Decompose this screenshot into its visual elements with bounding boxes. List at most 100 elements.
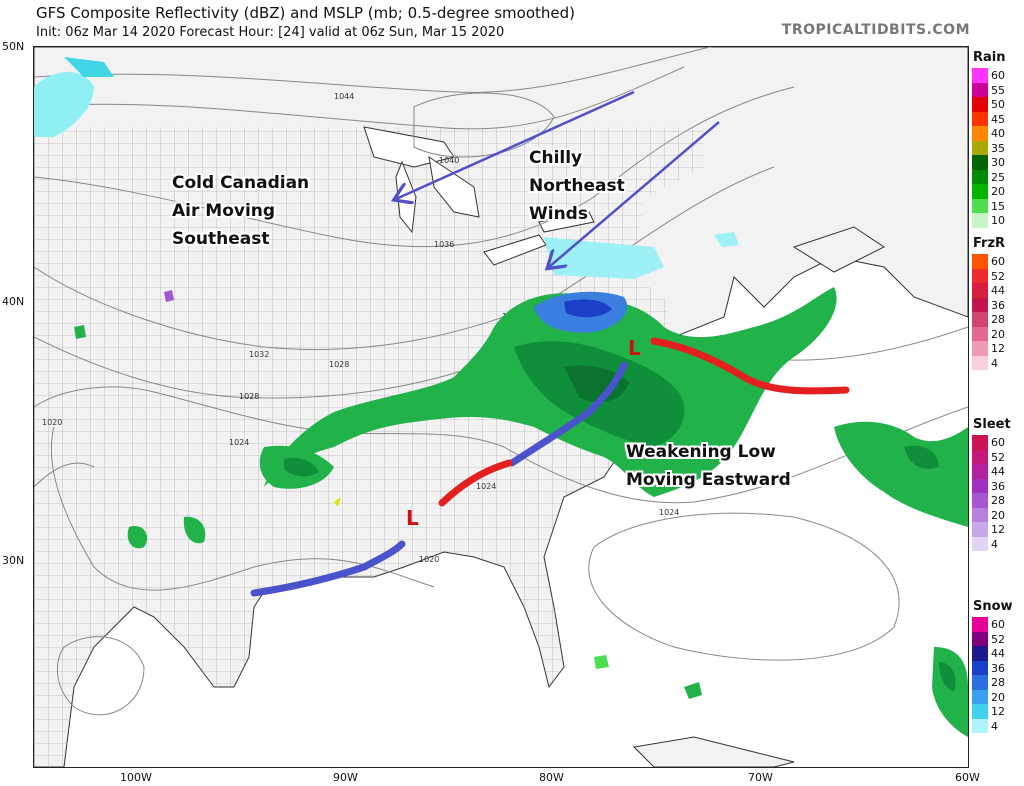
legend-level: 60 [991, 255, 1005, 268]
legend-swatch [972, 283, 988, 298]
legend-swatch [972, 111, 988, 126]
legend-level: 28 [991, 494, 1005, 507]
legend-swatch [972, 341, 988, 356]
legend-level: 20 [991, 508, 1005, 522]
legend-sleet-title: Sleet [973, 417, 1011, 432]
legend-level: 55 [991, 83, 1005, 97]
legend-swatch [972, 82, 988, 97]
lat-label-40n: 40N [2, 295, 25, 308]
legend-snow-row: 12 [970, 704, 1013, 719]
cold-front-east [508, 361, 628, 467]
legend-level: 25 [991, 170, 1005, 184]
legend-swatch [972, 718, 988, 733]
lat-label-50n: 50N [2, 40, 25, 53]
lon-label-80w: 80W [539, 771, 564, 784]
legend-level: 12 [991, 705, 1005, 718]
legend-swatch [972, 522, 988, 537]
legend-rain-row: 25 [970, 169, 1006, 184]
legend-sleet-row: 4 [970, 536, 1011, 551]
legend-swatch [972, 704, 988, 719]
legend-rain-row: 35 [970, 140, 1006, 155]
isobar-label: 1020 [42, 418, 62, 427]
isobar-label: 1024 [229, 438, 249, 447]
legend-level: 4 [991, 356, 998, 370]
legend-rain-row: 10 [970, 213, 1006, 228]
legend-rain-row: 45 [970, 111, 1006, 126]
legend-swatch [972, 169, 988, 184]
legend-level: 52 [991, 632, 1005, 646]
lat-label-30n: 30N [2, 554, 25, 567]
isobar-label: 1032 [249, 350, 269, 359]
legend-level: 4 [991, 537, 998, 551]
legend-swatch [972, 184, 988, 199]
legend-level: 36 [991, 479, 1005, 493]
legend-level: 44 [991, 465, 1005, 478]
legend-frzr-row: 12 [970, 341, 1005, 356]
isobar-label: 1028 [329, 360, 349, 369]
legend-level: 60 [991, 618, 1005, 631]
legend-frzr-title: FrzR [973, 236, 1006, 251]
legend-level: 20 [991, 690, 1005, 704]
legend-swatch [972, 213, 988, 228]
legend-rain-row: 15 [970, 198, 1006, 213]
legend-level: 28 [991, 313, 1005, 326]
legend-rain-title: Rain [973, 50, 1006, 65]
legend-sleet-row: 52 [970, 449, 1011, 464]
legend-swatch [972, 155, 988, 170]
legend-swatch [972, 97, 988, 112]
fronts [250, 337, 850, 597]
arrow-cold-air [396, 90, 635, 199]
map-canvas: 1044 1040 1036 1032 1032 1028 1028 1024 … [34, 47, 968, 767]
legend-rain-row: 30 [970, 155, 1006, 170]
legend-snow-row: 52 [970, 631, 1013, 646]
legend-rain-row: 20 [970, 184, 1006, 199]
legend-level: 52 [991, 450, 1005, 464]
lon-label-100w: 100W [120, 771, 152, 784]
legend-frzr-row: 60 [970, 254, 1005, 269]
legend-frzr-row: 4 [970, 355, 1005, 370]
isobar-label: 1020 [419, 555, 439, 564]
legend-snow-row: 60 [970, 617, 1013, 632]
legend-level: 60 [991, 69, 1005, 82]
legend-swatch [972, 646, 988, 661]
legend-snow: Snow 60 52 44 36 28 20 12 4 [970, 599, 1013, 733]
arrow-northeast-1 [549, 121, 720, 267]
legend-level: 60 [991, 436, 1005, 449]
legend-level: 10 [991, 214, 1005, 227]
legend-frzr-row: 52 [970, 268, 1005, 283]
legend-frzr-row: 44 [970, 283, 1005, 298]
isobar-label: 1044 [334, 92, 354, 101]
legend-level: 28 [991, 676, 1005, 689]
legend-swatch [972, 326, 988, 341]
isobar-label: 1028 [239, 392, 259, 401]
legend-level: 36 [991, 661, 1005, 675]
legend-level: 40 [991, 127, 1005, 140]
legend-swatch [972, 631, 988, 646]
legend-rain-row: 50 [970, 97, 1006, 112]
legend-level: 20 [991, 185, 1005, 198]
legend-level: 12 [991, 523, 1005, 536]
legend-sleet: Sleet 60 52 44 36 28 20 12 4 [970, 417, 1011, 551]
legend-swatch [972, 355, 988, 370]
legend-snow-row: 36 [970, 660, 1013, 675]
legend-level: 45 [991, 112, 1005, 126]
legend-swatch [972, 268, 988, 283]
legend-level: 52 [991, 269, 1005, 283]
legend-rain-row: 40 [970, 126, 1006, 141]
legend-snow-row: 20 [970, 689, 1013, 704]
legend-swatch [972, 68, 988, 83]
wind-arrows [396, 90, 720, 267]
legend-level: 36 [991, 298, 1005, 312]
legend-swatch [972, 617, 988, 632]
legend-level: 4 [991, 719, 998, 733]
legend-swatch [972, 435, 988, 450]
legend-snow-row: 44 [970, 646, 1013, 661]
legend-snow-row: 4 [970, 718, 1013, 733]
legend-frzr-row: 28 [970, 312, 1005, 327]
lon-label-90w: 90W [333, 771, 358, 784]
legend-snow-title: Snow [973, 599, 1013, 614]
legend-level: 35 [991, 141, 1005, 155]
legend-swatch [972, 536, 988, 551]
cold-front-gulf [250, 540, 406, 597]
weather-map: 1044 1040 1036 1032 1032 1028 1028 1024 … [33, 46, 969, 768]
